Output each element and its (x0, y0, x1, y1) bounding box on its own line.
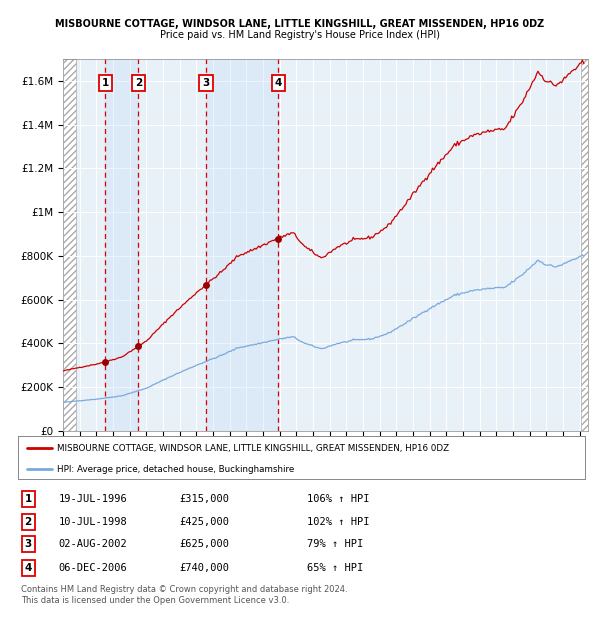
Text: 106% ↑ HPI: 106% ↑ HPI (307, 494, 370, 504)
Text: 4: 4 (275, 78, 282, 88)
Text: 4: 4 (25, 563, 32, 573)
Bar (206, 59, 278, 431)
Text: £425,000: £425,000 (179, 517, 230, 527)
Text: 102% ↑ HPI: 102% ↑ HPI (307, 517, 370, 527)
Text: Price paid vs. HM Land Registry's House Price Index (HPI): Price paid vs. HM Land Registry's House … (160, 30, 440, 40)
Bar (106, 59, 139, 431)
Text: 1: 1 (102, 78, 109, 88)
Text: 3: 3 (25, 539, 32, 549)
Text: £740,000: £740,000 (179, 563, 230, 573)
Text: 06-DEC-2006: 06-DEC-2006 (59, 563, 128, 573)
Text: 10-JUL-1998: 10-JUL-1998 (59, 517, 128, 527)
Text: 19-JUL-1996: 19-JUL-1996 (59, 494, 128, 504)
Text: MISBOURNE COTTAGE, WINDSOR LANE, LITTLE KINGSHILL, GREAT MISSENDEN, HP16 0DZ: MISBOURNE COTTAGE, WINDSOR LANE, LITTLE … (56, 444, 449, 453)
Text: 79% ↑ HPI: 79% ↑ HPI (307, 539, 364, 549)
Text: 2: 2 (25, 517, 32, 527)
Text: Contains HM Land Registry data © Crown copyright and database right 2024.: Contains HM Land Registry data © Crown c… (21, 585, 347, 595)
Polygon shape (63, 59, 76, 431)
Text: 02-AUG-2002: 02-AUG-2002 (59, 539, 128, 549)
Text: This data is licensed under the Open Government Licence v3.0.: This data is licensed under the Open Gov… (21, 596, 289, 606)
Text: 3: 3 (202, 78, 209, 88)
Text: 65% ↑ HPI: 65% ↑ HPI (307, 563, 364, 573)
Text: MISBOURNE COTTAGE, WINDSOR LANE, LITTLE KINGSHILL, GREAT MISSENDEN, HP16 0DZ: MISBOURNE COTTAGE, WINDSOR LANE, LITTLE … (55, 19, 545, 29)
Polygon shape (581, 59, 590, 431)
Text: 1: 1 (25, 494, 32, 504)
Text: £625,000: £625,000 (179, 539, 230, 549)
Text: £315,000: £315,000 (179, 494, 230, 504)
Text: HPI: Average price, detached house, Buckinghamshire: HPI: Average price, detached house, Buck… (56, 465, 294, 474)
Text: 2: 2 (135, 78, 142, 88)
